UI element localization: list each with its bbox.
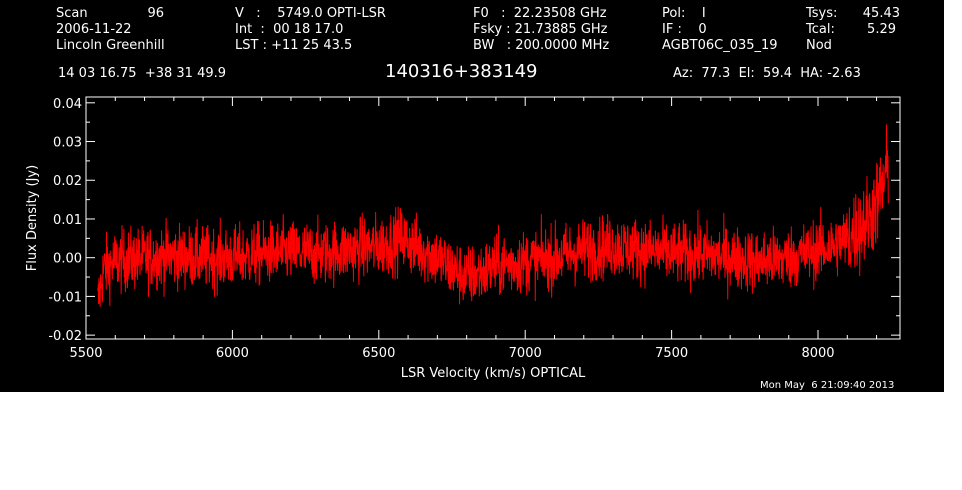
y-tick-label: 0.03: [53, 136, 82, 151]
series-layer: [97, 124, 889, 307]
tcal-value: 5.29: [867, 22, 896, 37]
scan-label: Scan: [56, 6, 88, 21]
series-line: [97, 124, 889, 307]
polarization: Pol: I: [662, 6, 706, 21]
plot-frame: [85, 96, 901, 340]
spectrum-plot: 5500 6000 6500 7000 7500 8000 -0.02 -0.01 0.00 0.…: [25, 96, 901, 381]
tick-layer: 5500 6000 6500 7000 7500 8000 -0.02 -0.01 0.00 0.…: [48, 97, 900, 361]
y-tick-label: -0.01: [48, 290, 82, 305]
x-axis-label: LSR Velocity (km/s) OPTICAL: [401, 366, 586, 381]
spectrum-panel: Scan 96 2006-11-22 Lincoln Greenhill V :…: [0, 0, 944, 392]
source-name: 140316+383149: [385, 61, 538, 82]
rest-frequency: F0 : 22.23508 GHz: [473, 6, 607, 21]
lst-value: LST : +11 25 43.5: [235, 38, 353, 53]
if-number: IF : 0: [662, 22, 707, 37]
x-tick-label: 7000: [509, 346, 542, 361]
x-tick-label: 5500: [69, 346, 102, 361]
y-tick-label: -0.02: [48, 329, 82, 344]
scan-number: 96: [147, 6, 164, 21]
tsys-value: 45.43: [862, 6, 900, 21]
y-tick-label: 0.04: [53, 97, 82, 112]
bandwidth: BW : 200.0000 MHz: [473, 38, 610, 53]
plot-timestamp: Mon May 6 21:09:40 2013: [760, 380, 895, 391]
x-tick-label: 6000: [216, 346, 249, 361]
integration-time: Int : 00 18 17.0: [235, 22, 344, 37]
sky-frequency: Fsky : 21.73885 GHz: [473, 22, 608, 37]
tsys-label: Tsys:: [806, 6, 838, 21]
source-coordinates: 14 03 16.75 +38 31 49.9: [58, 66, 227, 81]
y-tick-label: 0.00: [53, 252, 82, 267]
y-axis-label: Flux Density (Jy): [25, 165, 40, 271]
tcal-label: Tcal:: [806, 22, 835, 37]
procedure-name: Nod: [806, 38, 832, 53]
y-tick-label: 0.01: [53, 213, 82, 228]
x-tick-label: 8000: [801, 346, 834, 361]
x-tick-label: 7500: [655, 346, 688, 361]
observation-date: 2006-11-22: [56, 22, 132, 37]
y-tick-label: 0.02: [53, 174, 82, 189]
observer-name: Lincoln Greenhill: [56, 38, 165, 53]
pointing-info: Az: 77.3 El: 59.4 HA: -2.63: [673, 66, 861, 81]
velocity-info: V : 5749.0 OPTI-LSR: [235, 6, 386, 21]
project-id: AGBT06C_035_19: [662, 38, 778, 53]
x-tick-label: 6500: [362, 346, 395, 361]
